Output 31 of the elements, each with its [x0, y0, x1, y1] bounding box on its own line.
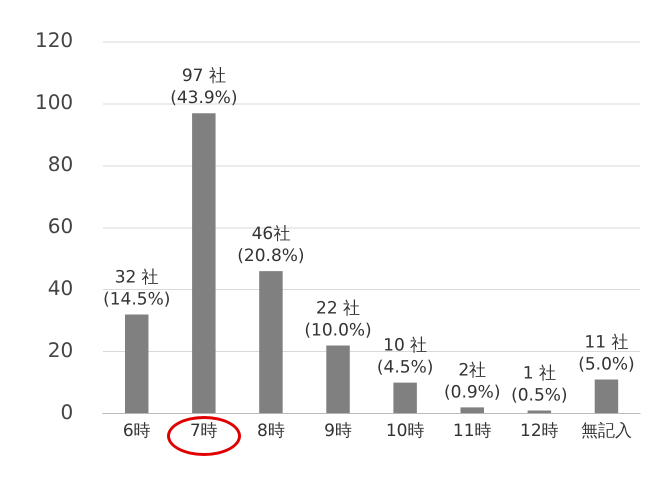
x-tick-label: 6時: [122, 421, 151, 442]
y-tick-label: 60: [48, 214, 74, 238]
data-label: 11 社 (5.0%): [578, 332, 635, 374]
data-label: 97 社 (43.9%): [170, 66, 238, 108]
bar: [192, 113, 216, 414]
data-label: 22 社 (10.0%): [304, 298, 372, 340]
bar: [528, 410, 552, 414]
bar: [124, 314, 148, 414]
bar: [594, 380, 618, 414]
data-label: 46社 (20.8%): [237, 224, 305, 266]
bar: [326, 345, 350, 414]
data-label: 1 社 (0.5%): [511, 363, 568, 406]
x-tick-label: 無記入: [580, 421, 632, 442]
bar: [393, 382, 417, 414]
y-tick-label: 120: [34, 28, 74, 52]
data-label: 32 社 (14.5%): [103, 267, 170, 310]
x-tick-label: 11時: [452, 421, 492, 442]
y-tick-label: 40: [48, 276, 74, 300]
bar: [460, 407, 484, 414]
data-label: 2社 (0.9%): [444, 360, 500, 402]
y-tick-label: 80: [48, 152, 74, 176]
bar: [259, 271, 283, 414]
x-tick-label: 7時: [190, 421, 218, 442]
x-tick-label: 8時: [257, 421, 285, 442]
y-tick-label: 0: [60, 400, 74, 424]
data-label: 10 社 (4.5%): [376, 336, 434, 378]
y-tick-label: 20: [48, 338, 74, 362]
x-tick-label: 12時: [520, 421, 559, 442]
y-tick-label: 100: [34, 90, 74, 114]
x-tick-label: 10時: [386, 421, 424, 442]
x-tick-label: 9時: [324, 421, 352, 442]
